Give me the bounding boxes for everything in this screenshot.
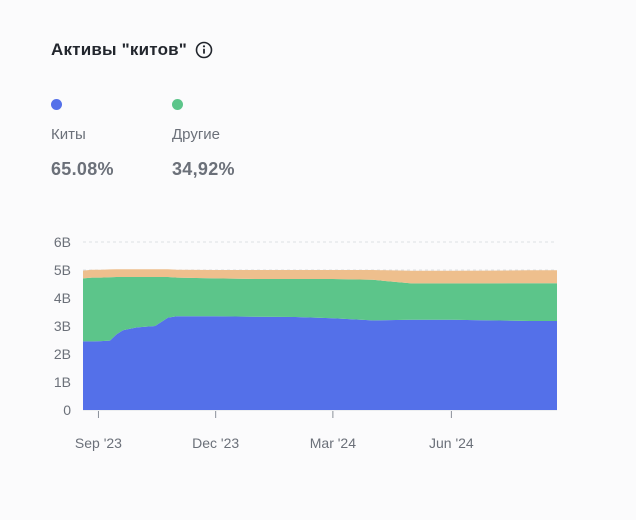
legend-value-others: 34,92% bbox=[172, 159, 235, 179]
y-tick-label: 4B bbox=[54, 290, 71, 306]
y-axis-ticks: 0 1B 2B 3B 4B 5B 6B bbox=[54, 234, 71, 418]
x-tick-label: Jun '24 bbox=[429, 435, 474, 451]
legend-value-whales: 65.08% bbox=[51, 159, 114, 179]
info-circle-icon[interactable] bbox=[195, 41, 213, 59]
area-series-0[interactable] bbox=[83, 316, 557, 410]
x-tick-label: Sep '23 bbox=[75, 435, 122, 451]
legend-dot-whales bbox=[51, 99, 62, 110]
legend-label-whales: Киты bbox=[51, 126, 86, 143]
x-tick-label: Mar '24 bbox=[310, 435, 356, 451]
y-tick-label: 3B bbox=[54, 318, 71, 334]
y-tick-label: 5B bbox=[54, 262, 71, 278]
area-series-unlabeled[interactable] bbox=[83, 269, 557, 284]
x-axis-ticks: Sep '23 Dec '23 Mar '24 Jun '24 bbox=[75, 411, 474, 451]
title-row: Активы "китов" bbox=[51, 40, 213, 60]
y-tick-label: 0 bbox=[63, 402, 71, 418]
y-tick-label: 2B bbox=[54, 346, 71, 362]
legend-item-whales: Киты 65.08% bbox=[51, 99, 114, 180]
x-tick-label: Dec '23 bbox=[192, 435, 239, 451]
legend-label-others: Другие bbox=[172, 126, 221, 143]
legend-dot-others bbox=[172, 99, 183, 110]
card-title: Активы "китов" bbox=[51, 40, 188, 59]
y-tick-label: 1B bbox=[54, 374, 71, 390]
area-series bbox=[83, 269, 557, 410]
legend-item-others: Другие 34,92% bbox=[172, 99, 235, 180]
y-tick-label: 6B bbox=[54, 234, 71, 250]
area-series-1[interactable] bbox=[83, 277, 557, 342]
